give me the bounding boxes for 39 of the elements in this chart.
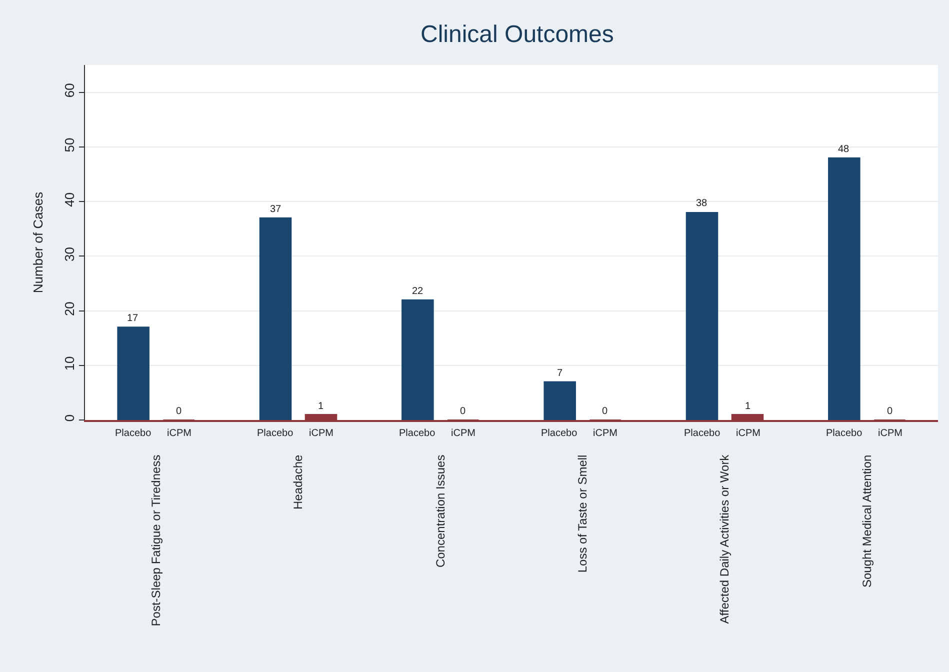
y-tick-label: 50 (62, 138, 77, 152)
data-label: 22 (412, 286, 424, 297)
y-tick-label: 0 (62, 414, 77, 422)
series-label: iCPM (167, 428, 192, 439)
y-tick-label: 40 (62, 192, 77, 207)
text: iCPM (878, 428, 902, 439)
y-tick-label: 30 (62, 246, 77, 262)
data-label: 48 (838, 144, 850, 155)
y-tick-label: 20 (62, 302, 77, 316)
data-label: 7 (557, 368, 563, 379)
text: Placebo (684, 428, 720, 439)
x-tick-label: Headache (291, 454, 306, 510)
x-tick-label: Sought Medical Attention (860, 454, 874, 588)
text: iCPM (736, 428, 760, 439)
text: Placebo (257, 428, 294, 439)
text: Placebo (399, 428, 436, 439)
data-label: 0 (460, 406, 466, 417)
data-label: 37 (270, 204, 282, 215)
data-label: 38 (696, 198, 708, 209)
data-label: 0 (176, 406, 182, 417)
text: Placebo (115, 428, 152, 439)
x-tick-label: Post-Sleep Fatigue or Tiredness (148, 454, 163, 626)
chart-title: Clinical Outcomes (420, 21, 614, 48)
data-label: 0 (602, 406, 608, 417)
series-label: Placebo (541, 428, 578, 439)
y-axis-title: Number of Cases (30, 191, 46, 294)
y-tick-label: 10 (62, 356, 77, 371)
data-label: 0 (887, 406, 893, 417)
x-tick-label: Concentration Issues (433, 454, 448, 568)
text: iCPM (451, 428, 476, 439)
y-tick-label: 60 (62, 83, 77, 98)
text: iCPM (309, 428, 334, 439)
data-label: 1 (318, 401, 324, 412)
text: iCPM (593, 428, 618, 439)
x-tick-label: Loss of Taste or Smell (575, 454, 590, 573)
x-tick-label: Affected Daily Activities or Work (718, 454, 732, 624)
data-label: 1 (745, 401, 751, 412)
text: Placebo (826, 428, 862, 439)
data-label: 17 (127, 313, 139, 324)
